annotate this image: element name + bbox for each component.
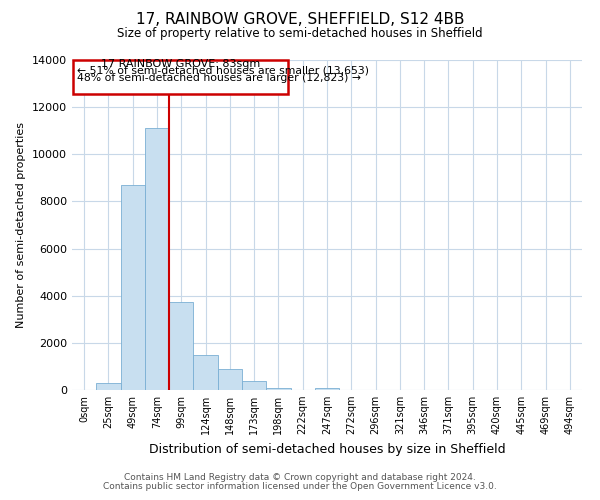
Bar xyxy=(169,302,193,390)
Bar xyxy=(315,388,339,390)
Bar xyxy=(218,369,242,390)
Text: 17 RAINBOW GROVE: 83sqm: 17 RAINBOW GROVE: 83sqm xyxy=(101,59,260,69)
Text: Size of property relative to semi-detached houses in Sheffield: Size of property relative to semi-detach… xyxy=(117,28,483,40)
Y-axis label: Number of semi-detached properties: Number of semi-detached properties xyxy=(16,122,26,328)
Bar xyxy=(266,388,290,390)
Text: 17, RAINBOW GROVE, SHEFFIELD, S12 4BB: 17, RAINBOW GROVE, SHEFFIELD, S12 4BB xyxy=(136,12,464,28)
X-axis label: Distribution of semi-detached houses by size in Sheffield: Distribution of semi-detached houses by … xyxy=(149,442,505,456)
Bar xyxy=(121,185,145,390)
Bar xyxy=(242,380,266,390)
Bar xyxy=(145,128,169,390)
Text: Contains HM Land Registry data © Crown copyright and database right 2024.: Contains HM Land Registry data © Crown c… xyxy=(124,474,476,482)
Text: 48% of semi-detached houses are larger (12,823) →: 48% of semi-detached houses are larger (… xyxy=(77,72,361,83)
Bar xyxy=(96,383,121,390)
Bar xyxy=(193,354,218,390)
Text: Contains public sector information licensed under the Open Government Licence v3: Contains public sector information licen… xyxy=(103,482,497,491)
Bar xyxy=(73,60,288,94)
Text: ← 51% of semi-detached houses are smaller (13,653): ← 51% of semi-detached houses are smalle… xyxy=(77,66,369,76)
